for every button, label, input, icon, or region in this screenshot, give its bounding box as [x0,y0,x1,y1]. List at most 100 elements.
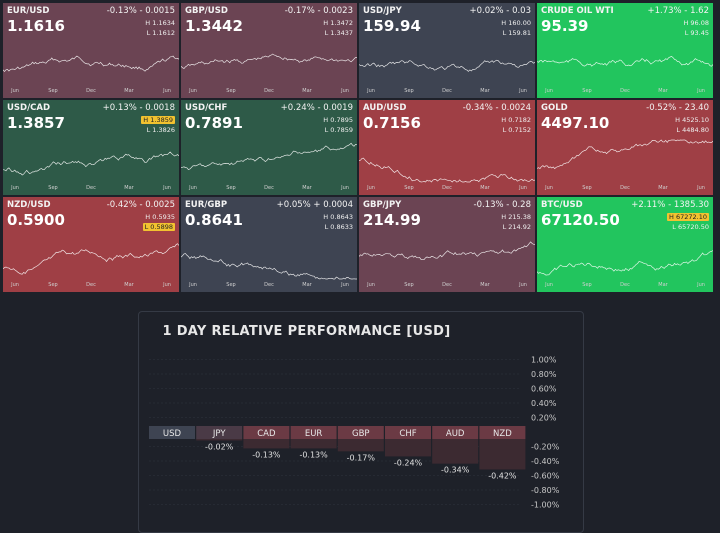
y-tick-label: 0.60% [531,385,557,394]
tile-month-axis: Jun Sep Dec Mar Jun [537,185,713,193]
tile-change: +0.24% - 0.0019 [280,103,353,113]
month-label: Jun [11,282,19,288]
tile-aud-usd[interactable]: AUD/USD -0.34% - 0.0024 0.7156 H 0.7182 L 0.… [359,100,535,195]
month-label: Sep [404,185,414,191]
tile-gbp-usd[interactable]: GBP/USD -0.17% - 0.0023 1.3442 H 1.3472 L 1.… [181,3,357,98]
tile-low: L 159.81 [502,29,531,37]
tile-btc-usd[interactable]: BTC/USD +2.11% - 1385.30 67120.50 H 67272.1… [537,197,713,292]
tile-high: H 96.08 [683,19,709,27]
tile-eur-gbp[interactable]: EUR/GBP +0.05% + 0.0004 0.8641 H 0.8643 L 0.… [181,197,357,292]
month-label: Mar [480,88,490,94]
tile-month-axis: Jun Sep Dec Mar Jun [181,88,357,96]
tile-high: H 160.00 [501,19,531,27]
tile-symbol: USD/CAD [7,103,51,113]
tile-gold[interactable]: GOLD -0.52% - 23.40 4497.10 H 4525.10 L 4484… [537,100,713,195]
tile-usd-jpy[interactable]: USD/JPY +0.02% - 0.03 159.94 H 160.00 L 159.… [359,3,535,98]
performance-bar-nzd [479,439,526,470]
tile-nzd-usd[interactable]: NZD/USD -0.42% - 0.0025 0.5900 H 0.5935 L 0.… [3,197,179,292]
tile-low: L 93.45 [684,29,709,37]
y-tick-label: 0.20% [531,414,557,423]
category-label: CAD [257,429,276,439]
sparkline-path [537,139,713,170]
month-label: Jun [545,88,553,94]
month-label: Jun [189,88,197,94]
sparkline-path [181,53,357,70]
tile-price: 1.3857 [7,114,65,132]
month-label: Sep [404,88,414,94]
category-label: GBP [352,429,370,439]
month-label: Jun [519,88,527,94]
tile-change: -0.17% - 0.0023 [284,6,353,16]
tile-low: L 0.7152 [502,126,531,134]
tile-month-axis: Jun Sep Dec Mar Jun [181,185,357,193]
value-label: -0.24% [394,458,423,467]
tile-low: L 0.5898 [142,223,175,231]
tile-price: 1.1616 [7,17,65,35]
month-label: Jun [163,88,171,94]
tile-change: -0.13% - 0.28 [473,200,531,210]
month-label: Dec [442,88,452,94]
sparkline-path [359,157,535,183]
tile-usd-cad[interactable]: USD/CAD +0.13% - 0.0018 1.3857 H 1.3859 L 1.… [3,100,179,195]
category-box-cad [243,426,290,439]
month-label: Dec [264,185,274,191]
month-label: Mar [302,185,312,191]
tile-high: H 1.3859 [141,116,175,124]
month-label: Mar [658,282,668,288]
month-label: Jun [545,185,553,191]
tile-gbp-jpy[interactable]: GBP/JPY -0.13% - 0.28 214.99 H 215.38 L 214.… [359,197,535,292]
tile-eur-usd[interactable]: EUR/USD -0.13% - 0.0015 1.1616 H 1.1634 L 1.… [3,3,179,98]
month-label: Sep [48,185,58,191]
value-label: -0.17% [347,453,376,462]
y-tick-label: 1.00% [531,356,557,365]
month-label: Dec [86,88,96,94]
tile-low: L 0.8633 [324,223,353,231]
tile-price: 1.3442 [185,17,243,35]
month-label: Jun [367,282,375,288]
y-tick-label: -0.40% [531,457,560,466]
tile-high: H 215.38 [501,213,531,221]
month-label: Dec [620,88,630,94]
month-label: Dec [264,282,274,288]
tile-symbol: BTC/USD [541,200,583,210]
tile-change: -0.42% - 0.0025 [106,200,175,210]
month-label: Sep [226,88,236,94]
tile-change: +0.13% - 0.0018 [102,103,175,113]
sparkline-path [3,243,179,275]
performance-bar-aud [432,439,479,464]
month-label: Sep [404,282,414,288]
tile-price: 0.7891 [185,114,243,132]
tile-high: H 0.5935 [145,213,175,221]
month-label: Jun [189,185,197,191]
y-tick-label: -1.00% [531,501,560,510]
month-label: Dec [442,282,452,288]
performance-bar-gbp [337,439,384,452]
tile-symbol: EUR/GBP [185,200,228,210]
month-label: Mar [658,185,668,191]
tile-symbol: USD/JPY [363,6,402,16]
tile-sparkline [3,243,179,275]
sparkline-path [3,151,179,176]
relative-performance-chart: 1.00% 0.80% 0.60% 0.40% 0.20% -0.20% -0.40% -0.… [149,356,560,510]
tile-low: L 0.7859 [324,126,353,134]
category-label: USD [163,429,182,439]
tile-high: H 0.7182 [501,116,531,124]
month-label: Jun [163,282,171,288]
sparkline-path [359,59,535,72]
tile-crude-oil-wti[interactable]: CRUDE OIL WTI +1.73% - 1.62 95.39 H 96.08 L … [537,3,713,98]
month-label: Jun [367,88,375,94]
month-label: Mar [124,185,134,191]
month-label: Jun [163,185,171,191]
month-label: Jun [341,185,349,191]
sparkline-path [537,55,713,67]
tile-month-axis: Jun Sep Dec Mar Jun [3,185,179,193]
tile-month-axis: Jun Sep Dec Mar Jun [3,88,179,96]
month-label: Dec [620,282,630,288]
performance-bar-cad [243,439,290,449]
tile-usd-chf[interactable]: USD/CHF +0.24% - 0.0019 0.7891 H 0.7895 L 0.… [181,100,357,195]
panel-title: 1 DAY RELATIVE PERFORMANCE [USD] [162,324,451,339]
tile-change: +1.73% - 1.62 [647,6,709,16]
tile-sparkline [181,142,357,171]
tile-month-axis: Jun Sep Dec Mar Jun [359,282,535,290]
tile-high: H 0.7895 [323,116,353,124]
